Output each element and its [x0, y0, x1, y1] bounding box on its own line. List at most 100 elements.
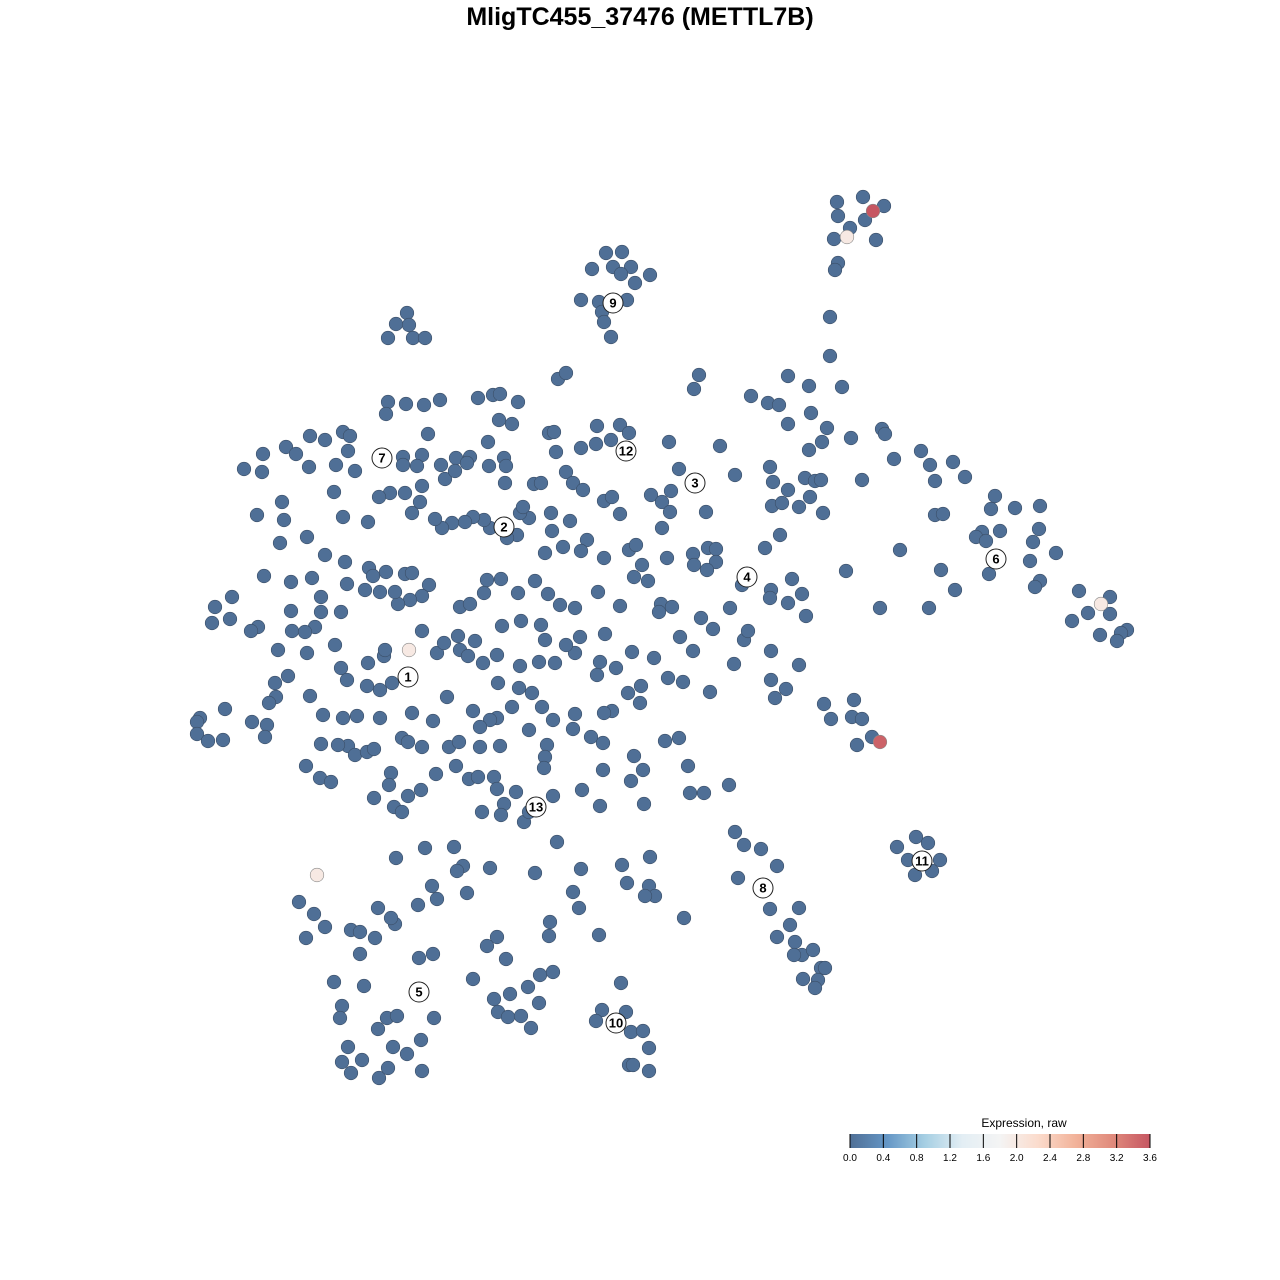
data-point [632, 695, 648, 711]
data-point [366, 790, 382, 806]
data-point [425, 946, 441, 962]
data-point [546, 424, 562, 440]
data-point [641, 1063, 657, 1079]
data-point [446, 839, 462, 855]
cluster-label-text: 7 [378, 451, 385, 466]
data-point [769, 929, 785, 945]
data-point [886, 451, 902, 467]
data-point [381, 777, 397, 793]
data-point [326, 974, 342, 990]
data-point [947, 582, 963, 598]
cluster-label-badge [752, 877, 774, 899]
data-point [817, 960, 833, 976]
data-point [482, 860, 498, 876]
data-point [278, 439, 294, 455]
cluster-label-badge [493, 516, 515, 538]
points-layer [189, 189, 1135, 1086]
data-point [383, 765, 399, 781]
data-point [685, 643, 701, 659]
data-point [794, 586, 810, 602]
data-point [613, 975, 629, 991]
data-point [620, 685, 636, 701]
cluster-label-text: 11 [915, 854, 929, 869]
data-point [932, 852, 948, 868]
data-point [500, 1009, 516, 1025]
data-point [417, 330, 433, 346]
data-point [664, 599, 680, 615]
data-point [317, 919, 333, 935]
data-point [417, 840, 433, 856]
data-point [740, 623, 756, 639]
data-point [591, 927, 607, 943]
data-point [409, 458, 425, 474]
data-point [481, 458, 497, 474]
data-point [544, 523, 560, 539]
data-point [983, 501, 999, 517]
cluster-label-badge [615, 440, 637, 462]
data-point [236, 461, 252, 477]
data-point [625, 1057, 641, 1073]
data-point [727, 824, 743, 840]
data-point [317, 547, 333, 563]
data-point [1007, 500, 1023, 516]
data-point [333, 660, 349, 676]
data-point [334, 998, 350, 1014]
data-point [356, 978, 372, 994]
data-point [370, 900, 386, 916]
data-point [427, 511, 443, 527]
data-point [470, 769, 486, 785]
data-point [933, 562, 949, 578]
data-point [405, 330, 421, 346]
data-point [426, 1010, 442, 1026]
data-point [508, 784, 524, 800]
data-point [531, 654, 547, 670]
data-point [388, 316, 404, 332]
data-point [249, 507, 265, 523]
cluster-label: 1 [397, 666, 419, 688]
data-point [400, 788, 416, 804]
data-point [414, 588, 430, 604]
data-point [333, 604, 349, 620]
data-point [313, 736, 329, 752]
data-point [691, 367, 707, 383]
data-point [588, 436, 604, 452]
data-point [802, 489, 818, 505]
legend-tick-label: 2.4 [1043, 1153, 1057, 1164]
data-point [372, 710, 388, 726]
data-point [784, 571, 800, 587]
data-point [323, 774, 339, 790]
data-point [200, 733, 216, 749]
data-point [702, 684, 718, 700]
data-point [814, 434, 830, 450]
data-point [708, 554, 724, 570]
data-point [413, 1032, 429, 1048]
data-point [1071, 583, 1087, 599]
data-point [244, 714, 260, 730]
data-point [424, 878, 440, 894]
data-point [981, 566, 997, 582]
data-point [662, 504, 678, 520]
data-point [675, 674, 691, 690]
data-point [780, 482, 796, 498]
data-point [380, 330, 396, 346]
data-point [414, 478, 430, 494]
data-point [414, 739, 430, 755]
data-point [583, 729, 599, 745]
data-point [654, 520, 670, 536]
data-point [460, 648, 476, 664]
data-point [603, 329, 619, 345]
data-point [335, 509, 351, 525]
data-point [410, 897, 426, 913]
data-point [394, 804, 410, 820]
data-point [661, 434, 677, 450]
data-point [548, 444, 564, 460]
data-point [567, 600, 583, 616]
data-point [365, 568, 381, 584]
data-point [284, 623, 300, 639]
data-point [299, 529, 315, 545]
data-point [624, 644, 640, 660]
data-point [927, 473, 943, 489]
data-point [207, 599, 223, 615]
cluster-label-badge [397, 666, 419, 688]
data-point [317, 432, 333, 448]
